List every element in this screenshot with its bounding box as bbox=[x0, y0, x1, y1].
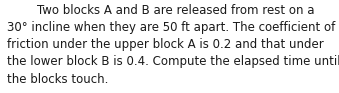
Text: the lower block B is 0.4. Compute the elapsed time until: the lower block B is 0.4. Compute the el… bbox=[7, 55, 339, 68]
Text: friction under the upper block A is 0.2 and that under: friction under the upper block A is 0.2 … bbox=[7, 38, 324, 51]
Text: Two blocks A and B are released from rest on a: Two blocks A and B are released from res… bbox=[7, 4, 315, 17]
Text: 30° incline when they are 50 ft apart. The coefficient of: 30° incline when they are 50 ft apart. T… bbox=[7, 21, 336, 34]
Text: the blocks touch.: the blocks touch. bbox=[7, 73, 109, 86]
